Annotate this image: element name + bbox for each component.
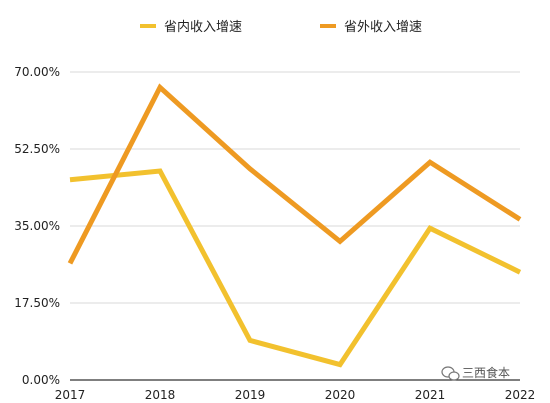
legend-label: 省外收入增速 (344, 20, 422, 35)
wechat-logo-icon (441, 366, 460, 381)
legend: 省内收入增速 省外收入增速 (140, 19, 422, 35)
y-tick-label: 0.00% (22, 373, 60, 387)
y-axis: 0.00% 17.50% 35.00% 52.50% 70.00% (14, 65, 60, 387)
x-tick-label: 2017 (55, 388, 86, 402)
series-line-2 (67, 83, 522, 265)
series-layer (67, 83, 522, 368)
x-axis: 2017 2018 2019 2020 2021 2022 (55, 388, 536, 402)
series-line-1 (69, 168, 522, 368)
x-tick-label: 2022 (505, 388, 536, 402)
x-tick-label: 2019 (235, 388, 266, 402)
watermark: 三西食本 (441, 365, 510, 381)
x-tick-label: 2020 (325, 388, 356, 402)
y-tick-label: 52.50% (14, 142, 60, 156)
grid-layer (70, 71, 520, 381)
y-tick-label: 70.00% (14, 65, 60, 79)
y-tick-label: 17.50% (14, 296, 60, 310)
x-tick-label: 2021 (415, 388, 446, 402)
y-tick-label: 35.00% (14, 219, 60, 233)
x-tick-label: 2018 (145, 388, 176, 402)
legend-label: 省内收入增速 (164, 19, 242, 35)
watermark-text: 三西食本 (462, 365, 510, 380)
